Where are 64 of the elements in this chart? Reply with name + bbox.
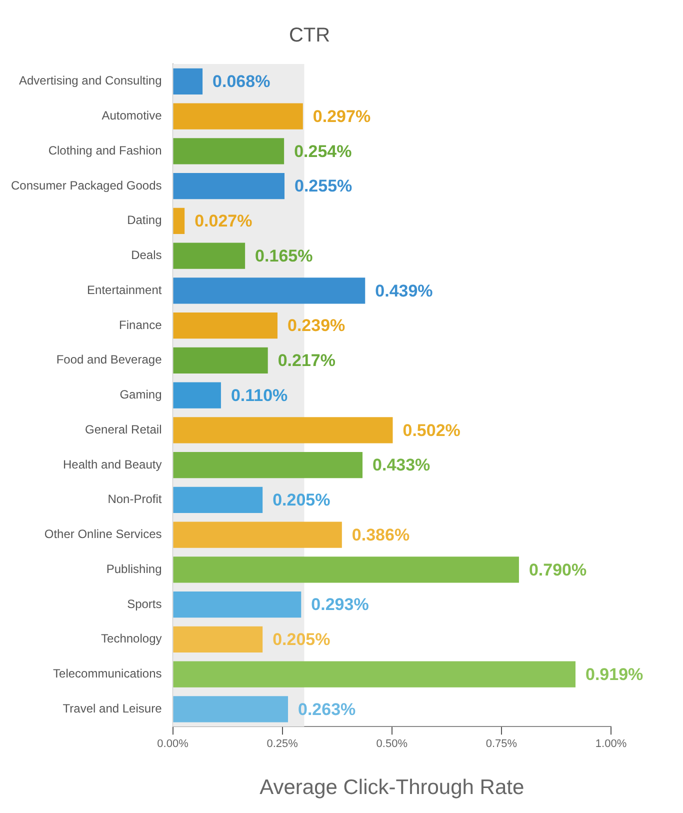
y-tick-label: Travel and Leisure bbox=[62, 701, 162, 716]
x-tick-label: 1.00% bbox=[595, 738, 627, 750]
bar bbox=[173, 696, 288, 722]
y-tick-label: Dating bbox=[127, 213, 162, 228]
y-tick-label: Deals bbox=[131, 248, 162, 262]
y-tick-label: General Retail bbox=[85, 422, 162, 436]
y-tick-label: Technology bbox=[101, 632, 162, 646]
data-label: 0.068% bbox=[212, 72, 270, 92]
y-tick-label: Automotive bbox=[102, 108, 162, 123]
bar bbox=[173, 626, 263, 652]
y-tick-label: Consumer Packaged Goods bbox=[11, 178, 162, 192]
y-tick-label: Finance bbox=[119, 318, 162, 332]
y-tick-label: Health and Beauty bbox=[63, 457, 162, 472]
bar bbox=[173, 382, 221, 408]
x-tick-label: 0.00% bbox=[157, 738, 189, 750]
y-tick-label: Advertising and Consulting bbox=[18, 74, 162, 88]
data-label: 0.165% bbox=[255, 246, 313, 266]
x-tick-label: 0.25% bbox=[266, 738, 298, 750]
chart-title: CTR bbox=[288, 24, 330, 47]
data-label: 0.255% bbox=[294, 176, 352, 196]
bar bbox=[173, 138, 284, 164]
y-tick-label: Publishing bbox=[106, 562, 162, 576]
data-label: 0.386% bbox=[352, 525, 410, 544]
bar bbox=[173, 312, 278, 339]
data-label: 0.790% bbox=[528, 560, 587, 580]
data-label: 0.919% bbox=[586, 664, 644, 684]
bar bbox=[173, 347, 268, 374]
data-label: 0.027% bbox=[194, 212, 252, 231]
data-label: 0.205% bbox=[272, 630, 330, 650]
data-label: 0.110% bbox=[230, 386, 288, 405]
bar bbox=[173, 242, 246, 269]
data-label: 0.502% bbox=[402, 420, 460, 440]
bar bbox=[173, 172, 285, 200]
bar bbox=[173, 452, 363, 478]
y-tick-label: Entertainment bbox=[87, 282, 162, 297]
bar bbox=[173, 208, 185, 234]
data-label: 0.217% bbox=[278, 351, 336, 370]
bar bbox=[173, 103, 303, 130]
y-tick-label: Sports bbox=[127, 596, 162, 611]
data-label: 0.297% bbox=[312, 107, 371, 126]
x-tick-label: 0.50% bbox=[376, 738, 408, 750]
y-tick-label: Non-Profit bbox=[108, 492, 162, 506]
data-label: 0.433% bbox=[372, 456, 430, 475]
x-tick-label: 0.75% bbox=[486, 738, 518, 750]
bar bbox=[173, 556, 519, 583]
data-label: 0.239% bbox=[287, 316, 346, 336]
data-label: 0.293% bbox=[311, 595, 369, 614]
bar bbox=[173, 278, 366, 304]
y-tick-label: Other Online Services bbox=[44, 527, 162, 542]
bar bbox=[173, 486, 263, 513]
y-tick-label: Gaming bbox=[120, 388, 162, 402]
y-tick-label: Clothing and Fashion bbox=[48, 143, 162, 158]
x-axis-title: Average Click-Through Rate bbox=[260, 776, 524, 800]
data-label: 0.205% bbox=[272, 490, 330, 510]
y-tick-label: Telecommunications bbox=[53, 666, 162, 681]
bar bbox=[173, 68, 203, 95]
bar bbox=[173, 417, 393, 444]
bar bbox=[173, 591, 302, 618]
bar bbox=[173, 661, 576, 688]
data-label: 0.263% bbox=[298, 700, 356, 719]
y-tick-label: Food and Beverage bbox=[56, 352, 162, 367]
data-label: 0.439% bbox=[375, 281, 433, 300]
data-label: 0.254% bbox=[294, 142, 352, 161]
bar bbox=[173, 522, 342, 548]
